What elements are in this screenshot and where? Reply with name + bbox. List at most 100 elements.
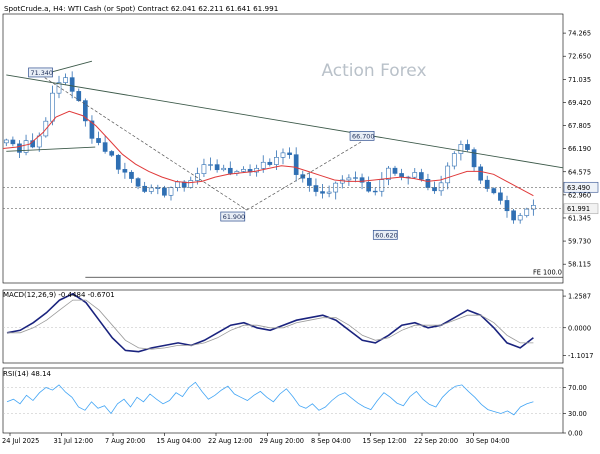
candle-body bbox=[89, 120, 95, 139]
grid-layer bbox=[2, 13, 564, 434]
macd-signal-line bbox=[7, 299, 534, 350]
candle-body bbox=[412, 172, 418, 178]
price-level-tag bbox=[563, 203, 599, 215]
candle-body bbox=[386, 167, 391, 180]
x-tick-label: 29 Aug 20:00 bbox=[260, 437, 304, 445]
candle-body bbox=[353, 177, 358, 179]
header-symbol: SpotCrude.a, H4: bbox=[4, 4, 66, 13]
candle-body bbox=[129, 171, 134, 179]
x-tick-label: 15 Sep 12:00 bbox=[363, 437, 407, 445]
x-tick-label: 7 Aug 20:00 bbox=[105, 437, 145, 445]
trendline bbox=[6, 146, 96, 152]
candle-body bbox=[241, 169, 246, 172]
candle-body bbox=[346, 177, 352, 181]
fe-line-label: FE 100.0 bbox=[533, 268, 562, 276]
rsi-y-tick-label: 70.00 bbox=[568, 384, 587, 392]
candle-body bbox=[214, 164, 220, 171]
candle-body bbox=[419, 172, 424, 180]
candle-body bbox=[168, 187, 174, 196]
candle-body bbox=[221, 167, 227, 171]
price-y-tick-label: 59.730 bbox=[568, 238, 591, 246]
price-level-label: 61.991 bbox=[567, 205, 590, 213]
annotation-box bbox=[220, 211, 246, 222]
candle-body bbox=[63, 77, 68, 83]
annotation-box bbox=[28, 67, 53, 78]
candle-body bbox=[76, 91, 82, 101]
chart-header: SpotCrude.a, H4: WTI Cash (or Spot) Cont… bbox=[4, 4, 278, 13]
x-tick-label: 8 Sep 04:00 bbox=[311, 437, 351, 445]
candle-body bbox=[115, 154, 121, 170]
candle-body bbox=[148, 187, 154, 192]
candle-body bbox=[142, 185, 147, 192]
candle-body bbox=[83, 100, 88, 122]
candle-body bbox=[17, 143, 22, 153]
candle-body bbox=[504, 200, 510, 212]
candle-body bbox=[517, 215, 523, 221]
candle-body bbox=[135, 178, 141, 187]
annotation-label: 71.340 bbox=[31, 69, 53, 77]
candle-body bbox=[451, 153, 457, 167]
rsi-panel bbox=[3, 381, 563, 416]
rsi-title: RSI(14) 48.14 bbox=[3, 370, 52, 378]
price-y-tick-label: 58.115 bbox=[568, 261, 591, 269]
candle-body bbox=[524, 208, 530, 216]
candle-body bbox=[307, 177, 312, 186]
panel-frame-0 bbox=[2, 13, 564, 284]
panel-frame-2 bbox=[2, 367, 564, 434]
candle-body bbox=[399, 173, 404, 178]
candle-body bbox=[531, 205, 536, 210]
candle-body bbox=[23, 140, 29, 153]
x-tick-label: 31 Jul 12:00 bbox=[54, 437, 94, 445]
candle-body bbox=[102, 142, 108, 152]
candle-body bbox=[458, 144, 464, 154]
candle-body bbox=[96, 138, 101, 143]
watermark: Action Forex bbox=[321, 61, 426, 81]
price-y-tick-label: 71.035 bbox=[568, 76, 591, 84]
annotation-box bbox=[372, 229, 398, 240]
price-level-label: 63.490 bbox=[567, 184, 590, 192]
price-y-tick-label: 74.265 bbox=[568, 30, 591, 38]
x-tick-label: 22 Sep 20:00 bbox=[414, 437, 458, 445]
macd-y-tick-label: 0.0000 bbox=[568, 324, 591, 332]
price-y-tick-label: 69.420 bbox=[568, 99, 591, 107]
annotation-label: 61.900 bbox=[223, 213, 245, 221]
price-y-tick-label: 67.805 bbox=[568, 122, 591, 130]
candle-body bbox=[320, 191, 325, 194]
candle-body bbox=[366, 182, 371, 192]
projection-line bbox=[246, 141, 363, 211]
macd-title: MACD(12,26,9) -0.4484 -0.6701 bbox=[3, 291, 115, 299]
annotation-box bbox=[349, 130, 375, 141]
candle-body bbox=[280, 152, 286, 158]
moving-average-line bbox=[2, 110, 534, 197]
candle-body bbox=[188, 180, 194, 188]
header-contract: WTI Cash (or Spot) Contract bbox=[68, 4, 169, 13]
price-y-tick-label: 61.345 bbox=[568, 214, 591, 222]
candle-body bbox=[287, 152, 292, 155]
candle-body bbox=[50, 92, 55, 122]
candle-body bbox=[432, 187, 437, 192]
macd-line bbox=[6, 292, 534, 353]
x-tick-label: 24 Jul 2025 bbox=[2, 437, 39, 445]
price-level-tag bbox=[563, 181, 599, 193]
price-y-tick-label: 62.960 bbox=[568, 191, 591, 199]
candle-body bbox=[162, 187, 167, 196]
price-panel: FE 100.0 71.340 61.900 66.700 60.620 bbox=[2, 60, 564, 278]
candle-body bbox=[359, 177, 365, 183]
x-tick-label: 15 Aug 04:00 bbox=[157, 437, 201, 445]
candle-body bbox=[208, 164, 213, 166]
candle-body bbox=[56, 82, 62, 94]
trendline bbox=[6, 74, 564, 169]
macd-y-tick-label: -1.1017 bbox=[568, 352, 593, 360]
candle-body bbox=[155, 187, 161, 189]
candle-body bbox=[313, 185, 319, 192]
annotation-label: 66.700 bbox=[352, 132, 374, 140]
x-tick-label: 22 Aug 12:00 bbox=[208, 437, 252, 445]
candle-body bbox=[498, 192, 503, 201]
candle-body bbox=[425, 179, 431, 188]
candle-body bbox=[195, 173, 200, 181]
rsi-y-tick-label: 30.00 bbox=[568, 410, 587, 418]
price-y-tick-label: 72.650 bbox=[568, 53, 591, 61]
candle-body bbox=[392, 167, 398, 174]
candle-body bbox=[69, 77, 75, 92]
